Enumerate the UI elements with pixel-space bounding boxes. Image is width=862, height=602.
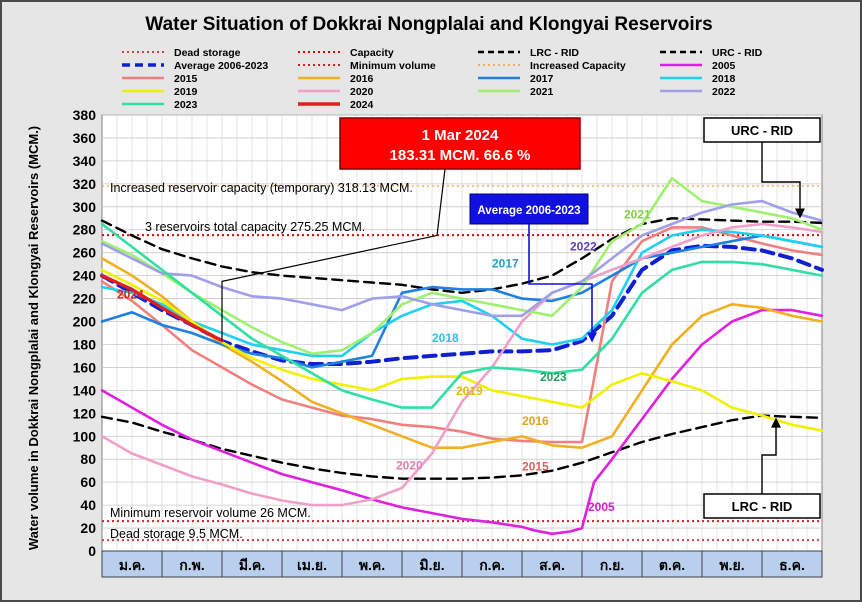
legend-label: Dead storage: [174, 47, 241, 59]
annotation-lrc-label: LRC - RID: [732, 499, 793, 514]
annotation-value: 183.31 MCM. 66.6 %: [390, 147, 531, 164]
x-tick-label: มี.ค.: [239, 557, 265, 573]
arrow-icon: [587, 332, 597, 343]
annotation-box-urc: [703, 117, 821, 143]
arrow-icon: [795, 208, 805, 219]
series-line: [100, 226, 824, 444]
x-tick-label: พ.ย.: [719, 557, 744, 573]
annotation-average-label: Average 2006-2023: [477, 205, 580, 217]
annotation-date: 1 Mar 2024: [422, 127, 499, 144]
series-label: 2016: [522, 414, 549, 428]
y-tick-label: 200: [73, 314, 97, 330]
y-tick-label: 100: [73, 428, 97, 444]
chart-title: Water Situation of Dokkrai Nongplalai an…: [145, 14, 713, 35]
series-line: [100, 217, 824, 294]
reference-line-label: Minimum reservoir volume 26 MCM.: [110, 506, 311, 520]
annotation-urc-label: URC - RID: [731, 123, 793, 138]
legend-label: 2024: [350, 99, 374, 111]
y-tick-label: 60: [80, 474, 96, 490]
legend-label: Minimum volume: [350, 60, 436, 72]
series-label: 2024: [117, 288, 144, 302]
y-tick-label: 360: [73, 130, 97, 146]
y-tick-label: 80: [80, 451, 96, 467]
annotation-leader-urc: [761, 142, 801, 215]
y-tick-label: 300: [73, 199, 97, 215]
x-tick-label: ก.พ.: [179, 557, 204, 573]
y-tick-label: 280: [73, 222, 97, 238]
x-tick-label: ส.ค.: [539, 557, 565, 573]
legend-label: Capacity: [350, 47, 394, 59]
series-line: [100, 234, 824, 369]
series-label: 2022: [570, 239, 597, 253]
arrow-icon: [771, 417, 781, 428]
y-axis-label: Water volume in Dokkrai Nongplalai and K…: [26, 126, 41, 550]
reference-line-label: 3 reservoirs total capacity 275.25 MCM.: [145, 220, 365, 234]
legend-label: 2018: [712, 73, 736, 85]
y-tick-label: 340: [73, 153, 97, 169]
y-tick-label: 160: [73, 359, 97, 375]
x-tick-label: มิ.ย.: [419, 557, 444, 573]
y-tick-label: 380: [73, 107, 97, 123]
legend-label: 2019: [174, 86, 198, 98]
legend-label: 2015: [174, 73, 198, 85]
series-line: [100, 414, 824, 480]
legend-label: 2020: [350, 86, 374, 98]
series-label: 2018: [432, 331, 459, 345]
legend-label: LRC - RID: [530, 47, 579, 59]
series-label: 2015: [522, 460, 549, 474]
annotation-leader-average: [528, 224, 593, 341]
legend-label: 2017: [530, 73, 554, 85]
legend-label: 2023: [174, 99, 198, 111]
annotation-box-2024: [339, 117, 581, 170]
x-tick-label: ม.ค.: [119, 557, 145, 573]
series-line: [100, 222, 824, 507]
y-tick-label: 260: [73, 245, 97, 261]
y-tick-label: 40: [80, 497, 96, 513]
series-label: 2005: [588, 500, 615, 514]
y-tick-label: 220: [73, 291, 97, 307]
x-tick-label: ก.ค.: [479, 557, 505, 573]
y-tick-label: 120: [73, 405, 97, 421]
y-tick-label: 140: [73, 382, 97, 398]
legend-label: 2021: [530, 86, 554, 98]
legend-label: Average 2006-2023: [174, 60, 268, 72]
reference-line-label: Increased reservoir capacity (temporary)…: [110, 181, 413, 195]
legend-label: Increased Capacity: [530, 60, 626, 72]
series-label: 2021: [624, 207, 651, 221]
x-tick-label: ธ.ค.: [779, 557, 805, 573]
x-tick-label: พ.ค.: [359, 557, 385, 573]
series-line: [100, 308, 824, 536]
annotation-box-lrc: [703, 493, 821, 519]
y-tick-label: 320: [73, 176, 97, 192]
legend-label: 2005: [712, 60, 736, 72]
series-line: [100, 273, 224, 343]
series-label: 2023: [540, 370, 567, 384]
annotation-leader-2024: [436, 168, 446, 236]
legend-label: 2016: [350, 73, 374, 85]
x-tick-label: ต.ค.: [659, 557, 685, 573]
y-tick-label: 180: [73, 336, 97, 352]
x-tick-label: เม.ย.: [297, 557, 327, 573]
y-tick-label: 0: [88, 543, 96, 559]
y-tick-label: 20: [80, 520, 96, 536]
legend-label: 2022: [712, 86, 736, 98]
annotation-leader-2024: [221, 234, 438, 341]
x-tick-label: ก.ย.: [600, 557, 624, 573]
series-label: 2019: [456, 384, 483, 398]
legend-label: URC - RID: [712, 47, 763, 59]
y-tick-label: 240: [73, 268, 97, 284]
reference-line-label: Dead storage 9.5 MCM.: [110, 527, 243, 541]
series-label: 2017: [492, 257, 519, 271]
series-label: 2020: [396, 459, 423, 473]
annotation-leader-lrc: [761, 421, 777, 494]
